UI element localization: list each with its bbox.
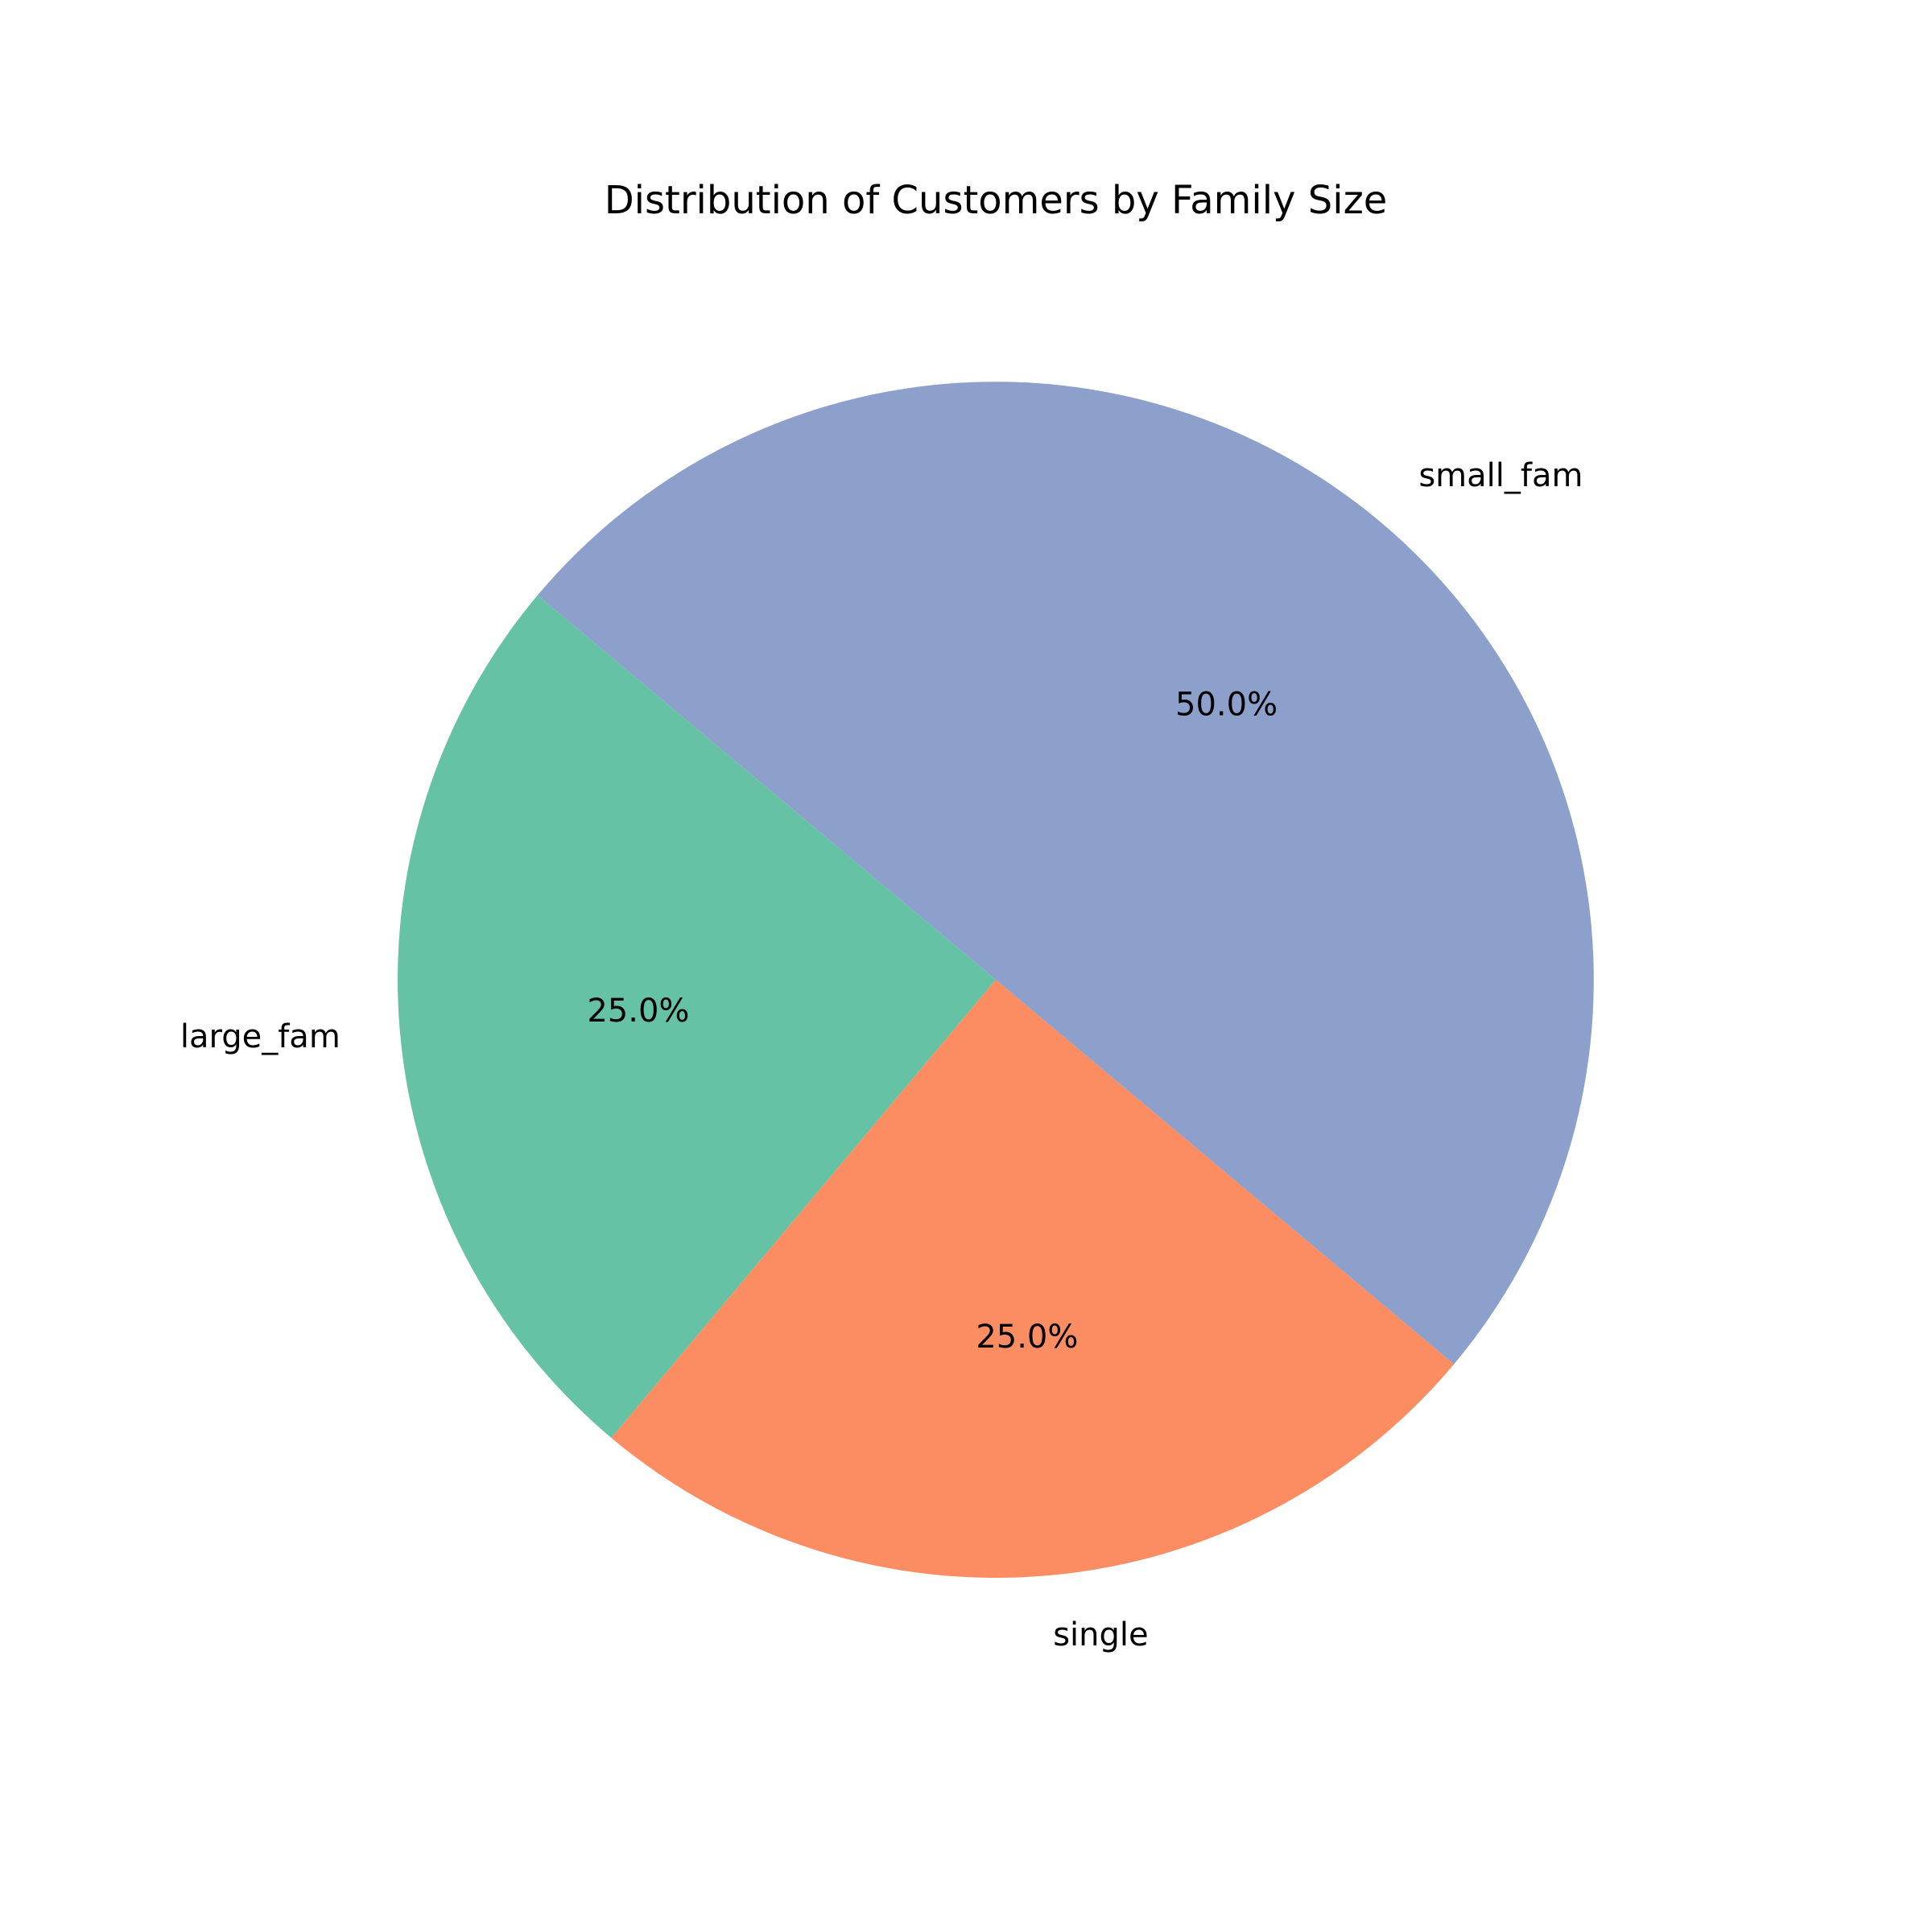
slice-percent-single: 25.0% (976, 1319, 1078, 1356)
pie-slice-small-fam (537, 382, 1594, 1364)
slice-label-small-fam: small_fam (1418, 457, 1583, 494)
slice-percent-small-fam: 50.0% (1175, 686, 1278, 723)
pie-slice-large-fam (397, 595, 996, 1439)
chart-title: Distribution of Customers by Family Size (605, 178, 1388, 223)
pie-slice-single (611, 980, 1455, 1578)
slice-label-single: single (1053, 1616, 1148, 1653)
slice-percent-large-fam: 25.0% (587, 993, 689, 1030)
pie-labels: large_fam 25.0% single 25.0% small_fam 50.0% (180, 457, 1583, 1653)
slice-label-large-fam: large_fam (180, 1018, 341, 1055)
pie-slices (397, 382, 1594, 1578)
